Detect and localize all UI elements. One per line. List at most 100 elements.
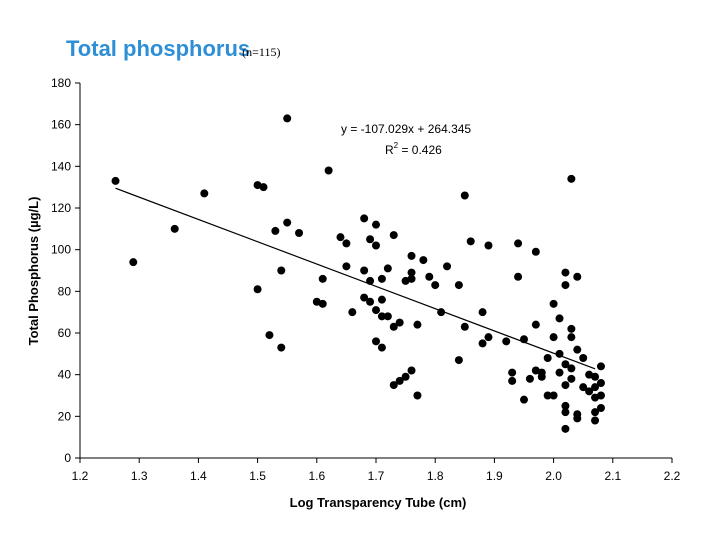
data-point <box>555 314 564 323</box>
data-point <box>573 414 582 423</box>
data-point <box>531 320 540 329</box>
x-tick-label: 1.6 <box>308 469 325 483</box>
slide-title-main: Total phosphorus <box>66 36 251 61</box>
data-point <box>407 274 416 283</box>
data-point <box>372 337 380 346</box>
r-squared-superscript: 2 <box>394 141 399 150</box>
data-point <box>561 424 570 433</box>
data-point <box>348 308 357 317</box>
data-point <box>567 364 576 373</box>
data-point <box>579 354 588 362</box>
data-point <box>460 322 469 331</box>
data-point <box>591 383 600 392</box>
data-point <box>318 299 327 308</box>
data-point <box>525 374 534 383</box>
data-point <box>170 224 179 233</box>
data-point <box>567 374 576 383</box>
data-point <box>454 356 463 365</box>
data-point <box>413 391 422 400</box>
data-point <box>419 256 428 265</box>
data-point <box>596 362 605 371</box>
data-point <box>549 391 558 400</box>
data-point <box>318 274 327 283</box>
data-point <box>549 299 558 308</box>
data-point <box>508 368 517 377</box>
data-point <box>366 297 375 306</box>
data-point <box>460 191 469 200</box>
data-point <box>366 235 375 244</box>
data-point <box>360 266 369 275</box>
data-point <box>395 318 404 327</box>
y-axis-title: Total Phosphorus (µg/L) <box>26 197 41 346</box>
slide-title-sample-size: (n=115) <box>242 45 281 59</box>
data-point <box>484 241 493 250</box>
data-point <box>407 268 416 277</box>
data-point <box>389 322 398 331</box>
data-point <box>443 262 452 271</box>
x-tick-label: 1.3 <box>131 469 148 483</box>
data-points <box>111 114 605 433</box>
x-tick-label: 1.4 <box>190 469 207 483</box>
trendline-equation: y = -107.029x + 264.345 <box>341 122 471 136</box>
trendline <box>115 187 596 370</box>
data-point <box>383 264 392 273</box>
y-tick-label: 140 <box>51 159 71 173</box>
data-point <box>277 266 286 275</box>
x-tick-label: 2.2 <box>664 469 681 483</box>
x-tick-label: 1.7 <box>368 469 385 483</box>
chart-axes <box>79 83 672 459</box>
data-point <box>573 345 582 354</box>
data-point <box>478 308 487 317</box>
data-point <box>395 376 404 385</box>
data-point <box>561 268 570 277</box>
slide-title: Total phosphorus(n=115) <box>66 36 280 62</box>
y-tick-label: 0 <box>64 451 71 465</box>
x-tick-label: 1.9 <box>486 469 503 483</box>
y-tick-label: 60 <box>58 326 72 340</box>
y-tick-label: 180 <box>51 76 71 90</box>
x-tick-label: 2.1 <box>604 469 621 483</box>
data-point <box>377 343 386 352</box>
y-tick-label: 120 <box>51 201 71 215</box>
x-axis-ticks: 1.2 1.3 1.4 1.5 1.6 1.7 1.8 1.9 2.0 2.1 2.2 <box>72 458 681 483</box>
data-point <box>377 295 386 304</box>
data-point <box>596 391 605 400</box>
data-point <box>591 408 600 417</box>
data-point <box>561 408 570 417</box>
data-point <box>466 237 475 246</box>
data-point <box>389 231 398 240</box>
data-point <box>561 381 570 390</box>
r-squared-symbol: R <box>385 143 394 157</box>
data-point <box>342 262 351 271</box>
data-point <box>543 354 552 362</box>
data-point <box>502 337 511 346</box>
x-tick-label: 1.2 <box>72 469 89 483</box>
data-point <box>200 189 209 198</box>
data-point <box>425 272 434 281</box>
data-point <box>514 272 523 281</box>
data-point <box>389 381 398 390</box>
x-axis-title: Log Transparency Tube (cm) <box>290 495 467 510</box>
y-tick-label: 160 <box>51 118 71 132</box>
data-point <box>407 366 416 375</box>
data-point <box>377 274 386 283</box>
data-point <box>111 176 120 185</box>
y-tick-label: 80 <box>58 284 72 298</box>
data-point <box>129 258 138 267</box>
data-point <box>561 281 570 290</box>
data-point <box>573 272 582 281</box>
data-point <box>265 331 274 340</box>
data-point <box>259 183 268 192</box>
data-point <box>520 395 528 404</box>
data-point <box>567 324 576 333</box>
data-point <box>377 312 386 321</box>
data-point <box>360 214 369 223</box>
x-tick-label: 1.5 <box>249 469 266 483</box>
y-tick-label: 40 <box>58 368 72 382</box>
data-point <box>342 239 351 248</box>
data-point <box>454 281 463 290</box>
y-tick-label: 100 <box>51 243 71 257</box>
data-point <box>283 114 292 123</box>
data-point <box>401 372 410 381</box>
